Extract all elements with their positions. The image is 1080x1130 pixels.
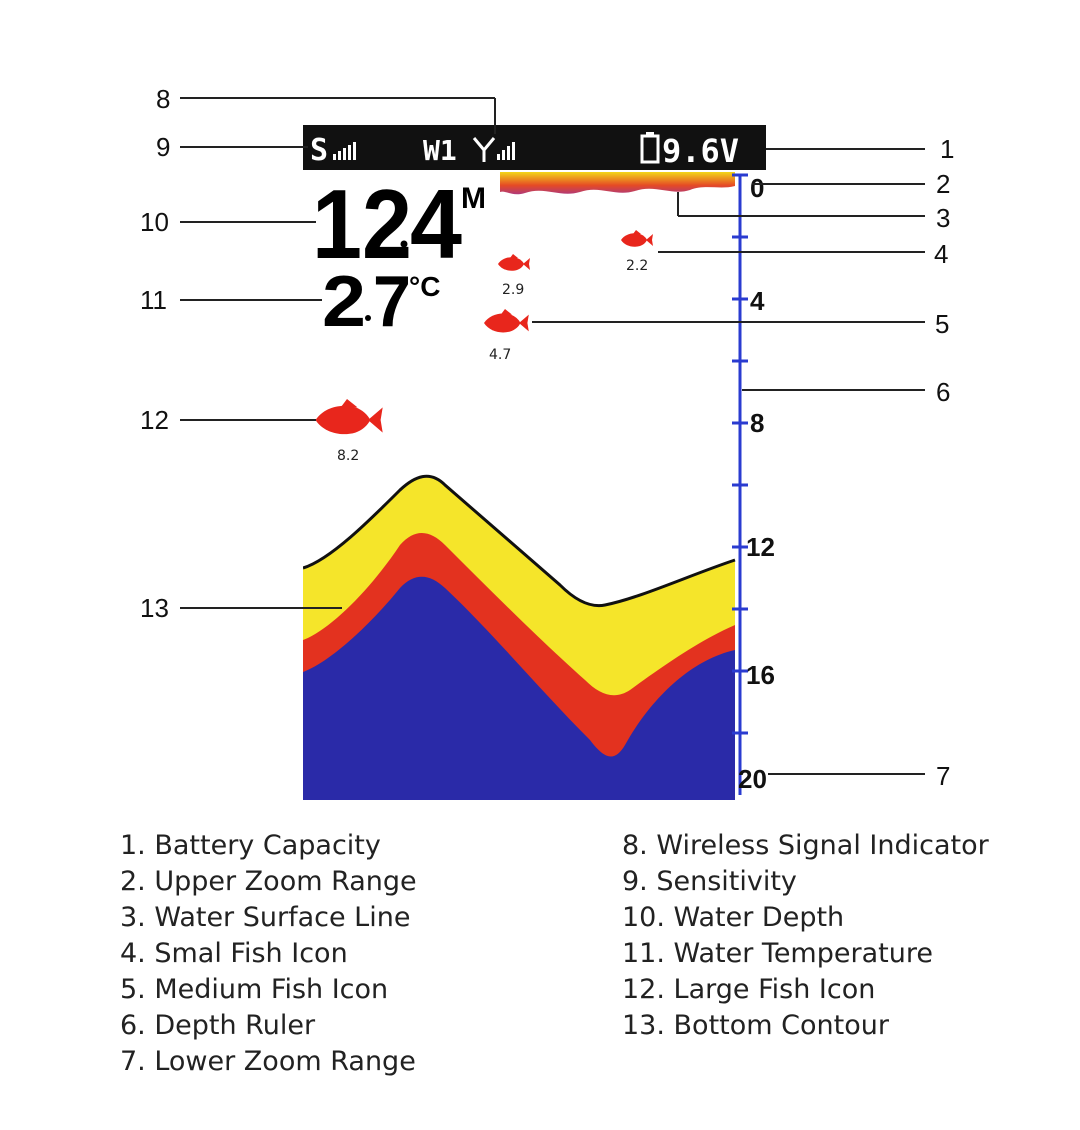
battery-icon xyxy=(640,132,660,164)
wireless-label: W1 xyxy=(423,134,457,167)
callout-11: 11 xyxy=(140,285,167,315)
water-depth-unit: M xyxy=(461,182,486,215)
legend-item: 11. Water Temperature xyxy=(622,938,933,969)
callout-10: 10 xyxy=(140,207,169,237)
temp-decimal-point xyxy=(365,315,371,321)
ruler-label-4: 4 xyxy=(750,286,765,316)
ruler-label-16: 16 xyxy=(746,660,775,690)
fish-large-depth-label: 8.2 xyxy=(337,448,359,464)
legend-item: 12. Large Fish Icon xyxy=(622,974,876,1005)
legend-item: 1. Battery Capacity xyxy=(120,830,381,861)
callout-4: 4 xyxy=(934,239,948,269)
legend-item: 7. Lower Zoom Range xyxy=(120,1046,416,1077)
legend-item: 10. Water Depth xyxy=(622,902,845,933)
water-temp-decimal: 7 xyxy=(373,262,411,342)
water-temp-unit: °C xyxy=(409,271,440,302)
legend-item: 13. Bottom Contour xyxy=(622,1010,889,1041)
antenna-icon xyxy=(472,137,496,162)
fish-small-depth-label: 2.2 xyxy=(626,258,648,274)
legend-item: 3. Water Surface Line xyxy=(120,902,411,933)
callout-lines xyxy=(180,97,925,775)
ruler-label-12: 12 xyxy=(746,532,775,562)
wireless-signal-bars-icon xyxy=(497,142,515,160)
water-depth-decimal: 4 xyxy=(410,169,462,279)
callout-6: 6 xyxy=(936,377,950,407)
legend-item: 8. Wireless Signal Indicator xyxy=(622,830,989,861)
ruler-label-0: 0 xyxy=(750,173,764,203)
legend-item: 5. Medium Fish Icon xyxy=(120,974,389,1005)
battery-voltage: 9.6V xyxy=(662,132,739,170)
callout-13: 13 xyxy=(140,593,169,623)
water-surface-line xyxy=(500,172,735,195)
water-depth-integer: 12 xyxy=(312,169,412,279)
callout-9: 9 xyxy=(156,132,170,162)
callout-7: 7 xyxy=(936,761,950,791)
legend-column-right: 8. Wireless Signal Indicator 9. Sensitiv… xyxy=(622,828,989,1044)
callout-1: 1 xyxy=(940,134,954,164)
sensitivity-bars-icon xyxy=(333,142,356,160)
ruler-label-8: 8 xyxy=(750,408,764,438)
bottom-contour xyxy=(303,474,736,800)
sensitivity-label: S xyxy=(310,133,328,168)
callout-5: 5 xyxy=(935,309,949,339)
legend-item: 6. Depth Ruler xyxy=(120,1010,316,1041)
water-temp-integer: 2 xyxy=(322,262,366,342)
depth-decimal-point xyxy=(400,240,408,248)
callout-8: 8 xyxy=(156,84,170,114)
ruler-label-20: 20 xyxy=(738,764,767,794)
callout-3: 3 xyxy=(936,203,950,233)
fish-medium-depth-label: 4.7 xyxy=(489,347,511,363)
callout-2: 2 xyxy=(936,169,950,199)
legend-column-left: 1. Battery Capacity 2. Upper Zoom Range … xyxy=(120,828,417,1080)
legend-item: 9. Sensitivity xyxy=(622,866,797,897)
sonar-screen: S W1 9.6V 12 4 M 2 7 °C xyxy=(303,125,775,800)
legend-item: 2. Upper Zoom Range xyxy=(120,866,417,897)
callout-numbers: 1 2 3 4 5 6 7 8 9 10 11 12 13 xyxy=(140,84,954,791)
legend-item: 4. Smal Fish Icon xyxy=(120,938,348,969)
depth-ruler: 0 4 8 12 16 20 xyxy=(732,173,775,795)
fish-small-2-depth-label: 2.9 xyxy=(502,282,524,298)
callout-12: 12 xyxy=(140,405,169,435)
status-bar xyxy=(303,125,766,170)
